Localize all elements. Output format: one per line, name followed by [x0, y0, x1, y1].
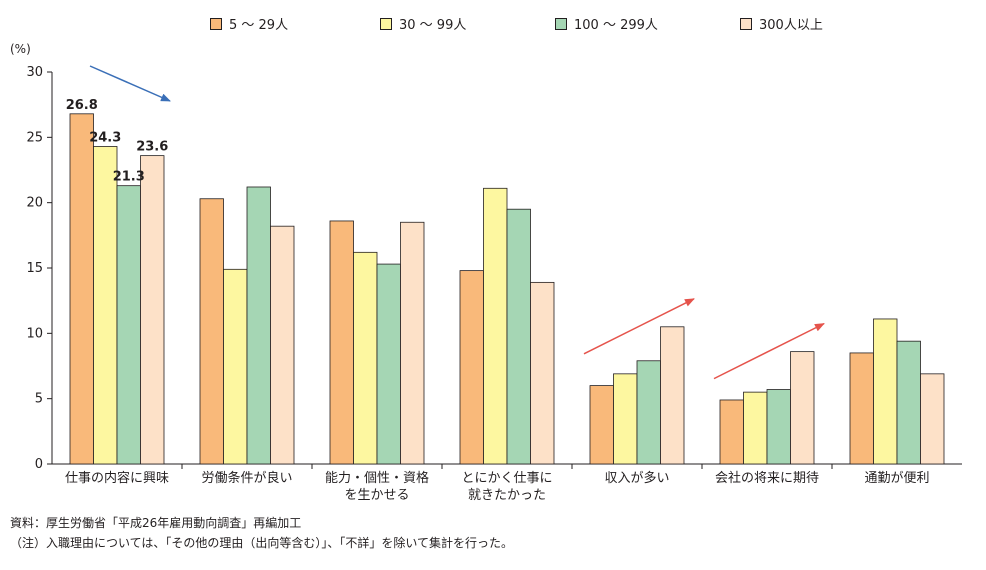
bar: [353, 251, 378, 465]
legend-item-30-99: 30 ～ 99人: [380, 14, 466, 33]
legend-label: 300人以上: [759, 18, 823, 33]
legend-swatch: [555, 17, 567, 30]
bar: [920, 373, 945, 465]
legend-item-100-299: 100 ～ 299人: [555, 14, 658, 33]
legend: 5 ～ 29人 30 ～ 99人 100 ～ 299人 300人以上: [0, 14, 986, 36]
bar: [116, 185, 141, 465]
bar: [743, 391, 768, 465]
y-tick-label: 15: [26, 261, 43, 276]
trend-arrow: [89, 65, 171, 102]
legend-item-300-plus: 300人以上: [740, 14, 823, 33]
bar: [246, 186, 271, 465]
data-label: 26.8: [66, 98, 98, 113]
bar: [530, 281, 555, 465]
x-category-label: 収入が多い: [604, 470, 669, 486]
bar: [873, 318, 898, 465]
y-axis-unit: (%): [10, 42, 31, 56]
legend-label: 30 ～ 99人: [399, 18, 467, 33]
legend-swatch: [380, 17, 392, 30]
data-label: 23.6: [136, 140, 168, 155]
y-tick-label: 25: [26, 130, 43, 145]
bar: [589, 385, 614, 465]
x-category-label: 就きたかった: [468, 488, 546, 503]
x-category-label: とにかく仕事に: [461, 471, 552, 486]
y-tick-label: 10: [26, 326, 43, 341]
bar: [93, 146, 118, 465]
bar: [199, 198, 224, 465]
y-tick-label: 20: [26, 196, 43, 211]
data-label: 24.3: [89, 130, 121, 145]
bar: [400, 221, 425, 465]
legend-swatch: [740, 17, 752, 30]
bar: [69, 113, 94, 465]
x-category-label: 会社の将来に期待: [715, 470, 819, 486]
legend-swatch: [210, 17, 222, 30]
bar: [849, 352, 874, 465]
bar: [376, 263, 401, 465]
bar: [459, 270, 484, 465]
y-tick-label: 30: [26, 65, 43, 80]
source-note: 資料：厚生労働省「平成26年雇用動向調査」再編加工: [10, 516, 302, 530]
x-category-label: を生かせる: [344, 488, 409, 503]
bar: [483, 187, 508, 465]
bar: [719, 399, 744, 465]
x-category-label: 通勤が便利: [864, 471, 929, 486]
bar: [329, 220, 354, 465]
bar: [896, 340, 921, 465]
legend-label: 5 ～ 29人: [229, 18, 289, 33]
legend-item-5-29: 5 ～ 29人: [210, 14, 288, 33]
y-tick-label: 0: [35, 457, 43, 472]
bar: [636, 360, 661, 465]
y-tick-label: 5: [35, 392, 43, 407]
trend-arrow: [713, 322, 825, 380]
bar: [613, 373, 638, 465]
bar: [270, 225, 295, 465]
footnote: （注）入職理由については、「その他の理由（出向等含む）」、「不詳」を除いて集計を…: [10, 536, 514, 550]
data-label: 21.3: [113, 170, 145, 185]
x-category-label: 仕事の内容に興味: [65, 470, 169, 486]
bar: [506, 208, 531, 465]
legend-label: 100 ～ 299人: [574, 18, 658, 33]
bar: [223, 268, 248, 465]
bar: [766, 389, 791, 465]
trend-arrow: [583, 298, 695, 355]
x-category-label: 能力・個性・資格: [325, 470, 429, 486]
bar: [660, 326, 685, 465]
bar: [140, 155, 165, 465]
x-category-label: 労働条件が良い: [201, 470, 292, 486]
bar: [790, 351, 815, 465]
